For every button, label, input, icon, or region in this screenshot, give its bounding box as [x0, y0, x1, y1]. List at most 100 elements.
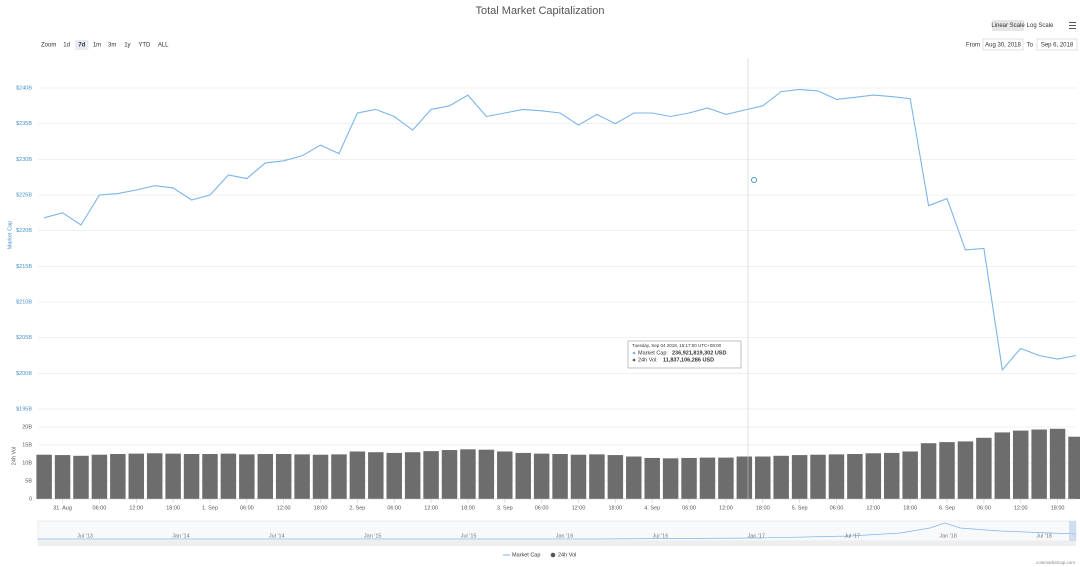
- x-tick-label: 06:00: [387, 505, 401, 511]
- legend-entry[interactable]: Market Cap: [512, 552, 540, 558]
- tooltip-dot: [632, 358, 636, 362]
- scrollbar[interactable]: [38, 541, 1076, 546]
- x-tick-label: 12:00: [1014, 505, 1028, 511]
- zoom-button[interactable]: YTD: [138, 43, 151, 49]
- zoom-label: Zoom: [41, 43, 56, 49]
- bar: [202, 454, 218, 499]
- navigator[interactable]: [37, 520, 1077, 546]
- cursor: [751, 177, 757, 183]
- bar: [755, 456, 771, 499]
- bar: [478, 449, 495, 499]
- x-tick-label: 4. Sep: [644, 505, 660, 511]
- scale-button[interactable]: Linear Scale: [991, 23, 1025, 29]
- x-tick-label: 18:00: [756, 505, 770, 511]
- x-tick-label: 12:00: [719, 505, 733, 511]
- navigator-label: Jan '16: [556, 533, 574, 539]
- zoom-button[interactable]: 3m: [108, 43, 116, 49]
- bar: [939, 442, 955, 499]
- navigator-window[interactable]: [1069, 521, 1076, 541]
- menu-icon[interactable]: [1069, 22, 1076, 29]
- bar: [1012, 430, 1029, 499]
- navigator-line: [38, 522, 1077, 540]
- navigator-label: Jul '17: [844, 533, 860, 539]
- y-tick-label: $215B: [16, 264, 32, 270]
- tooltip-label: Market Cap:: [638, 350, 668, 356]
- bar: [54, 455, 71, 499]
- bar: [239, 454, 255, 499]
- y-tick-label: $230B: [16, 157, 32, 163]
- x-tick-label: 06:00: [240, 505, 254, 511]
- bar: [552, 454, 568, 499]
- legend: Market Cap 24h Vol: [503, 552, 576, 558]
- bar: [1049, 428, 1066, 499]
- bar: [902, 451, 918, 499]
- bar: [810, 454, 826, 499]
- bar: [91, 454, 108, 499]
- bar: [220, 453, 237, 499]
- scale-button-bg: [992, 20, 1024, 31]
- bar: [36, 454, 52, 499]
- x-tick-label: 5. Sep: [792, 505, 808, 511]
- x-tick-label: 18:00: [903, 505, 917, 511]
- bar: [73, 455, 89, 499]
- tooltip-value: 11,837,106,286 USD: [663, 357, 714, 363]
- bar: [1031, 429, 1047, 499]
- x-tick-label: 1. Sep: [202, 505, 218, 511]
- bar: [699, 457, 716, 499]
- legend-entry[interactable]: 24h Vol: [558, 552, 576, 558]
- bar: [386, 452, 402, 499]
- from-date: Aug 30, 2018: [985, 43, 1021, 49]
- bar: [884, 452, 900, 499]
- y-tick-label: $240B: [16, 85, 32, 91]
- zoom-button[interactable]: 7d: [78, 43, 85, 49]
- credit: coinmarketcap.com: [1036, 560, 1075, 565]
- bar: [349, 451, 366, 499]
- x-tick-label: 06:00: [93, 505, 107, 511]
- bar: [1068, 436, 1080, 499]
- y-axis-title: 24h Vol: [11, 447, 17, 465]
- bar: [976, 437, 992, 499]
- to-input[interactable]: [1036, 38, 1078, 51]
- navigator-label: Jul '18: [1036, 533, 1052, 539]
- y-tick-label: $195B: [16, 406, 32, 412]
- to-date: Sep 6, 2018: [1041, 43, 1074, 49]
- x-tick-label: 3. Sep: [497, 505, 513, 511]
- y-tick-label: $225B: [16, 192, 32, 198]
- zoom-button[interactable]: 1y: [124, 43, 130, 49]
- bar: [718, 457, 734, 499]
- bar: [644, 457, 660, 499]
- to-label: To: [1027, 43, 1034, 49]
- zoom-button[interactable]: 1d: [63, 43, 70, 49]
- navigator-label: Jan '18: [939, 533, 957, 539]
- bar: [146, 453, 163, 499]
- tooltip-label: 24h Vol:: [638, 357, 658, 363]
- bar: [515, 452, 531, 499]
- tooltip-date: Tuesday, Sep 04 2018, 15:17:00 UTC+08:00: [632, 343, 722, 348]
- scale-button[interactable]: Log Scale: [1027, 23, 1054, 29]
- navigator-label: Jul '14: [269, 533, 285, 539]
- x-tick-label: 12:00: [572, 505, 586, 511]
- x-tick-label: 12:00: [277, 505, 291, 511]
- zoom-button[interactable]: 1m: [93, 43, 101, 49]
- bar: [791, 455, 808, 499]
- zoom-button[interactable]: ALL: [158, 43, 169, 49]
- navigator-label: Jan '17: [748, 533, 766, 539]
- y-axis-title: Market Cap: [7, 221, 13, 249]
- x-tick-label: 12:00: [866, 505, 880, 511]
- bar: [128, 453, 145, 499]
- y-tick-label: 5B: [25, 478, 32, 484]
- bar: [626, 456, 642, 499]
- bar: [294, 454, 310, 499]
- zoom-buttons: 1d 7d 1m 3m 1y YTD ALL: [63, 40, 169, 50]
- x-tick-label: 18:00: [461, 505, 475, 511]
- x-tick-label: 12:00: [129, 505, 143, 511]
- tooltip-box: [627, 340, 742, 369]
- bar: [957, 441, 974, 499]
- from-input[interactable]: [982, 38, 1024, 51]
- x-tick-label: 12:00: [424, 505, 438, 511]
- bar: [441, 450, 458, 499]
- y-tick-label: 20B: [22, 424, 32, 430]
- bar: [183, 454, 200, 499]
- bar: [681, 457, 697, 499]
